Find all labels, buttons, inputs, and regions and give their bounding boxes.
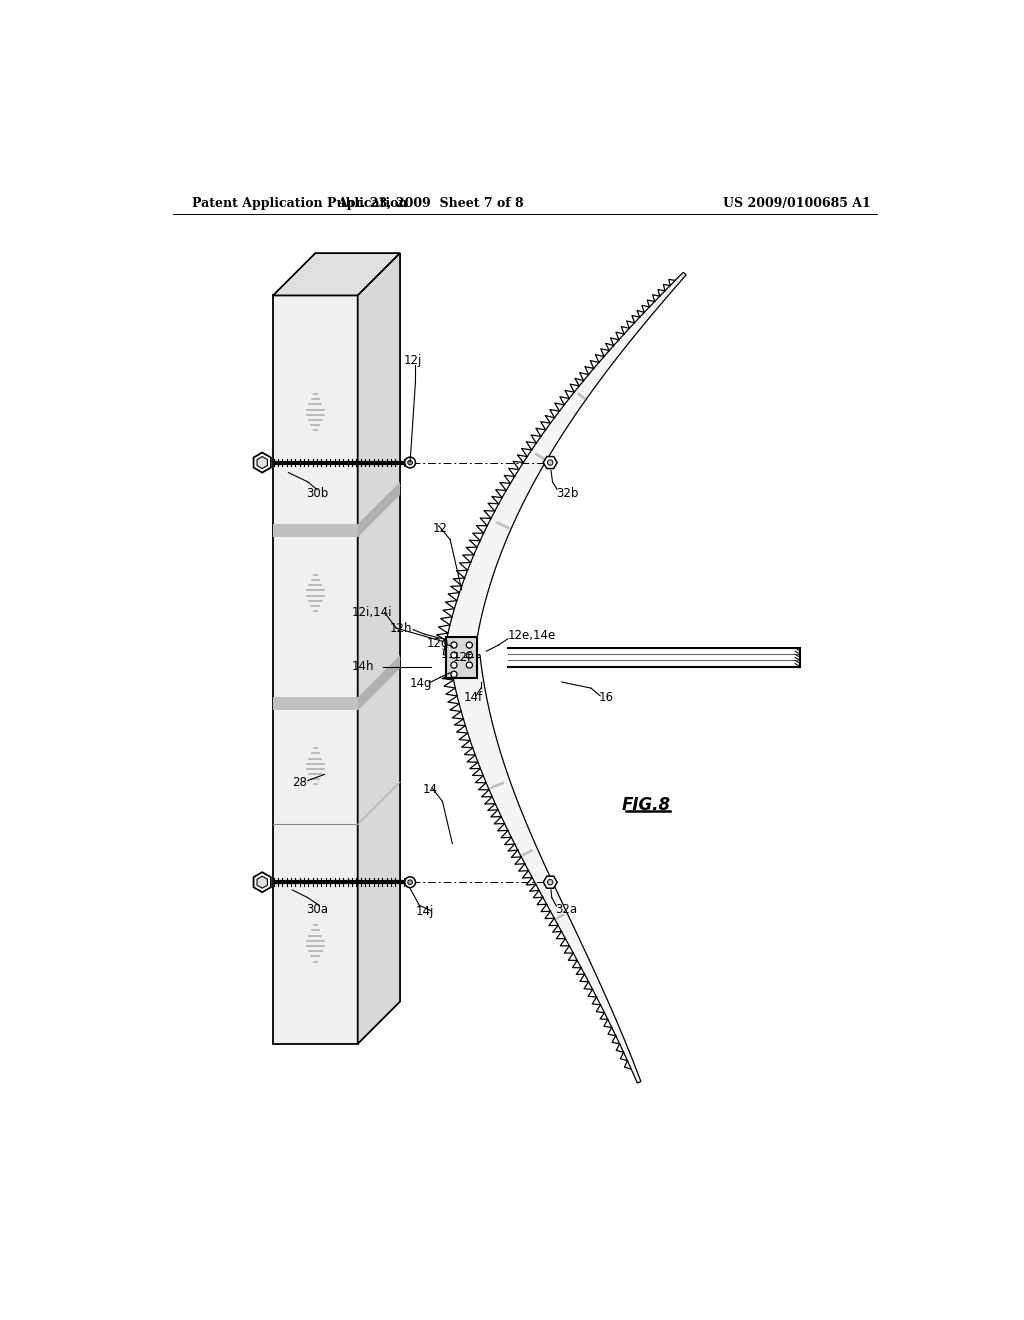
Text: 12f: 12f bbox=[453, 651, 471, 664]
Polygon shape bbox=[357, 655, 400, 710]
Text: 12i,14i: 12i,14i bbox=[351, 606, 392, 619]
Circle shape bbox=[548, 879, 553, 884]
Circle shape bbox=[466, 652, 472, 659]
Polygon shape bbox=[257, 876, 267, 888]
Circle shape bbox=[404, 457, 416, 469]
Text: 12h: 12h bbox=[390, 622, 413, 635]
Polygon shape bbox=[544, 876, 557, 888]
Text: 14f: 14f bbox=[463, 690, 482, 704]
Circle shape bbox=[466, 663, 472, 668]
Polygon shape bbox=[273, 253, 400, 296]
Text: 14j: 14j bbox=[416, 906, 434, 917]
Circle shape bbox=[408, 461, 413, 465]
Circle shape bbox=[404, 876, 416, 887]
Text: 14: 14 bbox=[423, 783, 438, 796]
Text: 12j: 12j bbox=[403, 354, 422, 367]
Polygon shape bbox=[357, 482, 400, 537]
Text: Apr. 23, 2009  Sheet 7 of 8: Apr. 23, 2009 Sheet 7 of 8 bbox=[338, 197, 524, 210]
Text: 14g: 14g bbox=[410, 677, 432, 690]
Circle shape bbox=[451, 671, 457, 677]
Polygon shape bbox=[450, 655, 641, 1082]
Circle shape bbox=[451, 642, 457, 648]
Text: 14h: 14h bbox=[351, 660, 374, 673]
Text: 28: 28 bbox=[292, 776, 307, 788]
Text: 16: 16 bbox=[599, 690, 613, 704]
Text: US 2009/0100685 A1: US 2009/0100685 A1 bbox=[723, 197, 870, 210]
Text: 12: 12 bbox=[433, 521, 449, 535]
Polygon shape bbox=[443, 272, 686, 659]
Polygon shape bbox=[273, 296, 357, 1044]
Polygon shape bbox=[544, 457, 557, 469]
Polygon shape bbox=[446, 636, 477, 678]
Polygon shape bbox=[254, 873, 271, 892]
Text: FIG.8: FIG.8 bbox=[622, 796, 671, 814]
Text: Patent Application Publication: Patent Application Publication bbox=[193, 197, 408, 210]
Circle shape bbox=[451, 652, 457, 659]
Polygon shape bbox=[257, 457, 267, 469]
Polygon shape bbox=[357, 253, 400, 1044]
Text: 32b: 32b bbox=[556, 487, 579, 500]
Circle shape bbox=[451, 663, 457, 668]
Text: 32a: 32a bbox=[556, 903, 578, 916]
Circle shape bbox=[408, 880, 413, 884]
Polygon shape bbox=[273, 697, 357, 710]
Polygon shape bbox=[273, 524, 357, 537]
Circle shape bbox=[548, 459, 553, 465]
Circle shape bbox=[466, 642, 472, 648]
Text: 12g: 12g bbox=[427, 638, 450, 649]
Text: 12e,14e: 12e,14e bbox=[508, 630, 556, 643]
Text: 30a: 30a bbox=[306, 903, 328, 916]
Polygon shape bbox=[254, 453, 271, 473]
Text: 30b: 30b bbox=[306, 487, 329, 500]
